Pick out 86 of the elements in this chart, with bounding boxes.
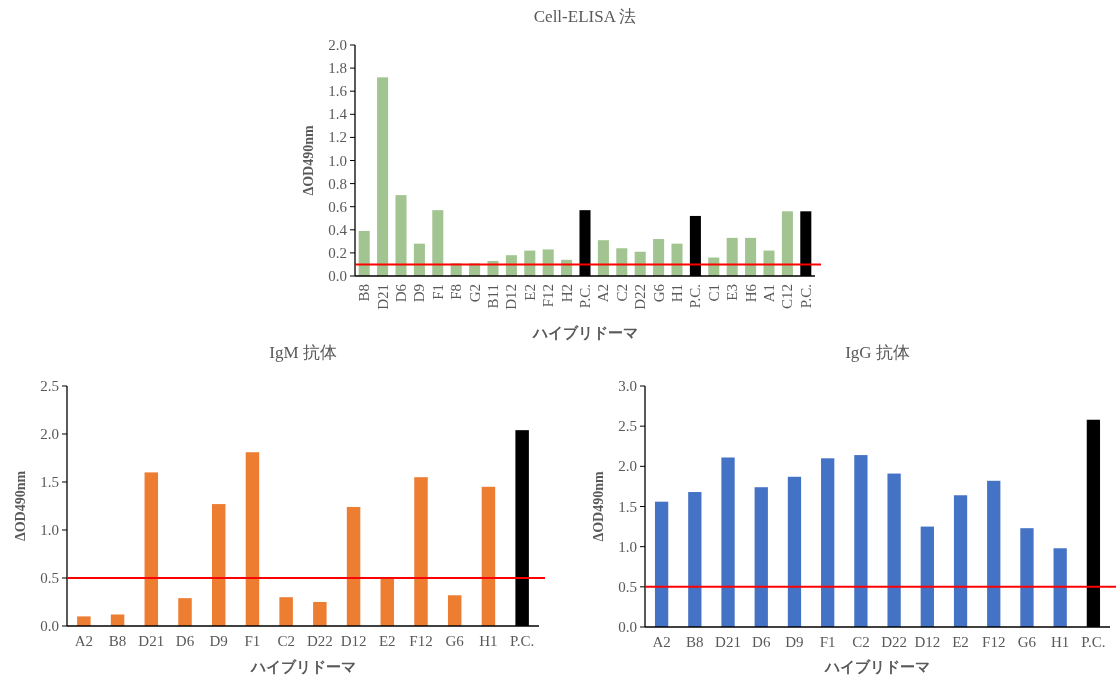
x-tick-label: H1	[669, 284, 685, 303]
x-tick-label: F12	[409, 633, 433, 649]
x-tick-label: C2	[277, 633, 295, 649]
x-tick-label: D9	[209, 633, 228, 649]
y-tick-label: 1.2	[328, 129, 347, 146]
x-tick-label: B8	[686, 634, 704, 650]
x-tick-label: D6	[752, 634, 771, 650]
y-tick-label: 0.5	[618, 578, 637, 595]
x-tick-label: E2	[521, 284, 538, 301]
y-tick-label: 1.0	[328, 152, 347, 169]
y-tick-label: 0.5	[40, 570, 59, 586]
y-axis-title: ΔOD490nm	[301, 125, 316, 196]
x-axis-title: ハイブリドーマ	[531, 325, 638, 341]
x-tick-label: E3	[724, 284, 741, 301]
x-tick-label: B8	[356, 284, 373, 302]
y-axis-title: ΔOD490nm	[13, 470, 28, 542]
x-tick-label: D21	[715, 634, 741, 650]
y-tick-label: 0.0	[328, 268, 347, 284]
y-tick-label: 2.0	[40, 426, 59, 442]
chart-title: Cell-ELISA 法	[533, 7, 637, 26]
x-tick-label: C1	[705, 284, 722, 302]
y-tick-label: 1.5	[40, 474, 59, 490]
y-tick-label: 0.6	[328, 198, 348, 215]
x-axis-title: ハイブリドーマ	[249, 659, 356, 675]
y-tick-label: 2.5	[618, 418, 637, 435]
x-tick-label: D12	[340, 633, 367, 649]
y-tick-label: 0.0	[40, 618, 59, 634]
x-tick-label: D9	[785, 634, 804, 650]
x-tick-label: P.C.	[577, 284, 593, 309]
x-tick-label: F1	[819, 634, 836, 650]
x-tick-label: F12	[540, 284, 557, 308]
x-tick-label: A1	[761, 284, 777, 303]
y-tick-label: 0.8	[328, 175, 347, 192]
x-tick-label: D21	[374, 284, 391, 310]
x-tick-label: D21	[138, 633, 165, 649]
x-tick-label: B11	[485, 284, 501, 309]
x-axis-title: ハイブリドーマ	[824, 659, 930, 675]
x-tick-label: F1	[429, 284, 446, 300]
y-tick-label: 1.4	[328, 106, 348, 123]
x-tick-label: D22	[632, 284, 649, 310]
y-tick-label: 3.0	[618, 378, 637, 394]
x-tick-label: D12	[503, 284, 520, 310]
y-tick-label: 1.0	[618, 538, 637, 555]
x-tick-label: D22	[881, 634, 908, 650]
x-tick-label: D12	[914, 634, 941, 650]
x-tick-label: C2	[852, 634, 870, 650]
y-tick-label: 0.0	[618, 619, 637, 635]
x-tick-label: E2	[378, 633, 396, 649]
y-tick-label: 1.5	[618, 498, 637, 515]
x-tick-label: G6	[1017, 634, 1037, 650]
x-tick-label: G6	[445, 633, 465, 649]
x-tick-label: F8	[448, 284, 465, 300]
x-tick-label: A2	[74, 633, 94, 649]
x-tick-label: H1	[479, 633, 498, 649]
x-tick-label: C2	[613, 284, 630, 302]
x-tick-label: G2	[466, 284, 483, 303]
x-tick-label: D9	[411, 284, 428, 303]
y-tick-label: 1.8	[328, 60, 347, 77]
x-tick-label: B8	[108, 633, 127, 649]
x-tick-label: E2	[952, 634, 969, 650]
x-tick-label: D22	[306, 633, 333, 649]
x-tick-label: H6	[742, 283, 759, 303]
x-tick-label: P.C.	[510, 633, 535, 649]
x-tick-label: P.C.	[797, 284, 814, 309]
x-tick-label: P.C.	[1081, 634, 1106, 650]
x-tick-label: H1	[1051, 634, 1070, 650]
x-tick-label: A2	[595, 284, 612, 303]
y-tick-label: 0.2	[328, 244, 347, 261]
x-tick-label: D6	[393, 283, 409, 303]
chart-title: IgM 抗体	[269, 343, 337, 362]
y-tick-label: 2.5	[40, 378, 59, 394]
x-tick-label: F1	[244, 633, 261, 649]
y-tick-label: 2.0	[328, 37, 347, 53]
y-axis-title: ΔOD490nm	[591, 471, 606, 542]
x-tick-label: H2	[558, 284, 575, 303]
x-tick-label: P.C.	[687, 284, 704, 309]
x-tick-label: G6	[650, 283, 667, 303]
y-tick-label: 1.6	[328, 83, 348, 100]
y-tick-label: 1.0	[40, 522, 59, 538]
chart-title: IgG 抗体	[845, 343, 910, 362]
x-tick-label: A2	[652, 634, 671, 650]
y-tick-label: 0.4	[328, 221, 348, 238]
x-tick-label: C12	[779, 284, 796, 310]
y-tick-label: 2.0	[618, 458, 637, 475]
x-tick-label: D6	[175, 633, 195, 649]
x-tick-label: F12	[982, 634, 1006, 650]
